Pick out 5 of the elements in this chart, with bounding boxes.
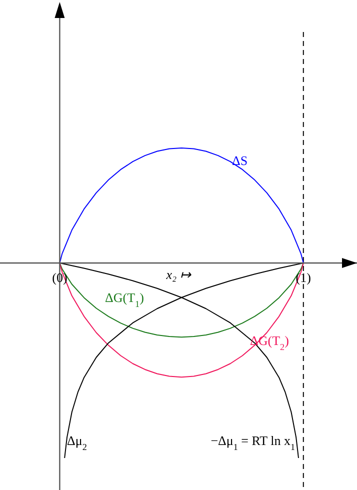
series-label: Δμ$_{2}$ [67,433,88,452]
series-label: ΔS [232,153,248,168]
x-axis-title: x₂ ↦ [165,267,192,282]
series-label: −Δμ$_{1}$ = RT ln x$_{1}$ [210,433,295,452]
series-label: ΔG(T$_{1}$) [105,290,144,309]
